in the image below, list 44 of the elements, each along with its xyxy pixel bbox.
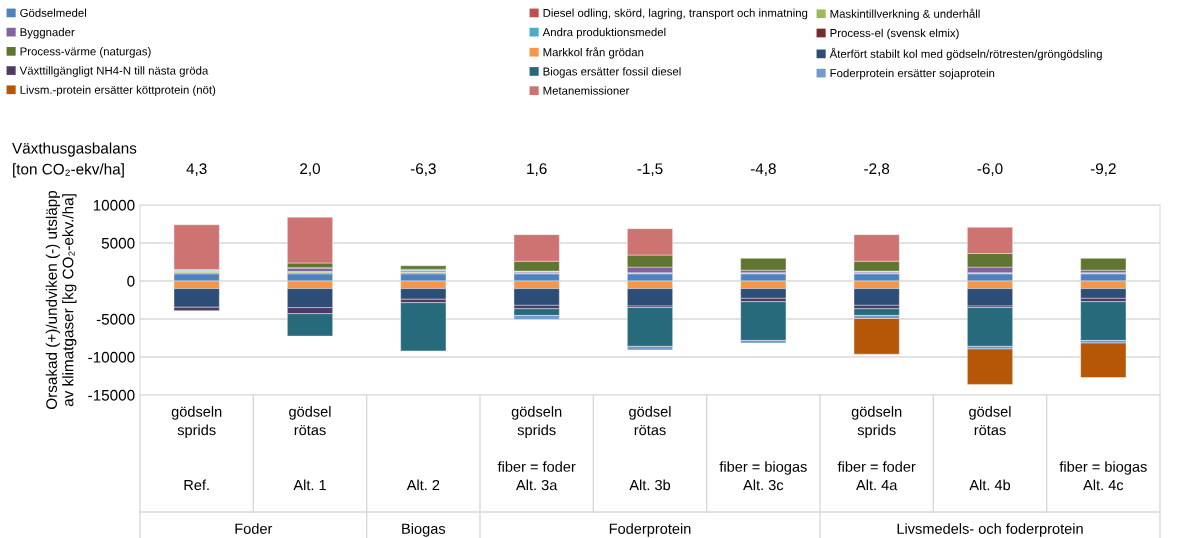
- text: -2,8: [864, 163, 890, 176]
- legend-label: Biogas ersätter fossil diesel: [543, 67, 681, 78]
- text: -1,5: [637, 163, 663, 176]
- text: Foderprotein: [609, 523, 691, 537]
- text: Växthusgasbalans [ton CO₂-ekv/ha]: [12, 142, 137, 178]
- legend-label: Växttillgängligt NH4-N till nästa gröda: [19, 66, 209, 77]
- text: 4,3: [186, 163, 207, 176]
- category-label: gödseln sprids Ref.: [171, 406, 222, 491]
- legend-label: Process-el (svensk elmix): [830, 28, 959, 40]
- category-label: gödsel rötas Alt. 1: [289, 406, 331, 491]
- y-tick-label: 10000: [93, 199, 135, 211]
- y-tick-label: 0: [127, 275, 135, 287]
- text: Foder: [235, 523, 273, 534]
- text: -6,3: [410, 163, 436, 176]
- text: -4,8: [750, 163, 776, 176]
- legend-label: Återfört stabilt kol med gödseln/rötresten/gröngödsling: [829, 47, 1102, 61]
- text: -9,2: [1090, 163, 1116, 176]
- legend-label: Process-värme (naturgas): [20, 47, 151, 58]
- y-tick-label: -10000: [88, 351, 135, 363]
- category-label: gödsel rötas Alt. 4b: [969, 406, 1011, 491]
- category-label: gödsel rötas Alt. 3b: [629, 406, 671, 491]
- x-tick-label: Alt. 2: [406, 479, 440, 491]
- legend-label: Livsm.-protein ersätter köttprotein (nöt): [20, 85, 216, 97]
- text: 2,0: [300, 163, 321, 176]
- legend-label: Foderprotein ersätter sojaprotein: [830, 68, 995, 80]
- text: Livsmedels- och foderprotein: [897, 523, 1083, 537]
- text: 1,6: [527, 163, 547, 176]
- y-tick-label: -15000: [88, 389, 135, 401]
- legend-label: Byggnader: [20, 27, 75, 39]
- y-tick-label: -5000: [96, 313, 135, 325]
- legend-label: Gödselmedel: [20, 8, 86, 17]
- text: Biogas: [402, 523, 446, 537]
- x-tick-label: fiber = biogas Alt. 3c: [719, 461, 807, 491]
- legend-label: Andra produktionsmedel: [542, 27, 666, 39]
- y-axis-title: Orsakad (+)/undviken (-) utsläpp av klimatgaser [kg CO₂-ekv./ha]: [45, 190, 77, 410]
- legend-label: Metanemissioner: [543, 86, 630, 95]
- y-tick-label: 5000: [101, 237, 135, 249]
- category-label: gödseln sprids fiber = foder Alt. 4a: [837, 406, 916, 491]
- legend-label: Maskintillverkning & underhåll: [830, 8, 980, 21]
- category-label: gödseln sprids fiber = foder Alt. 3a: [497, 406, 576, 491]
- legend-label: Diesel odling, skörd, lagring, transport och inmatning: [543, 8, 808, 20]
- x-tick-label: fiber = biogas Alt. 4c: [1059, 461, 1147, 491]
- text: -6,0: [977, 163, 1003, 176]
- legend-label: Markkol från grödan: [543, 46, 644, 59]
